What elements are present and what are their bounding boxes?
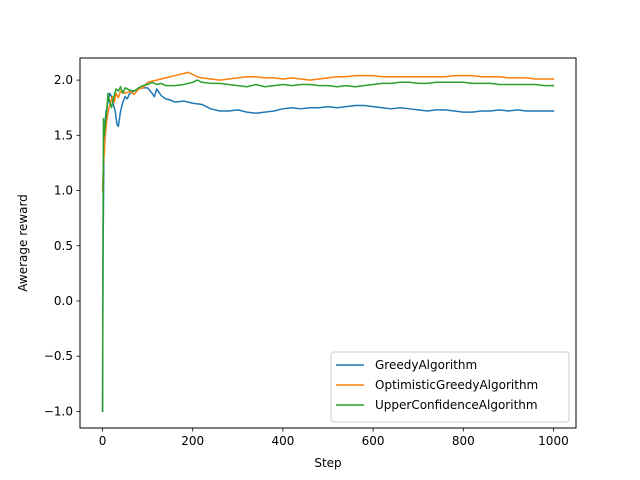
y-axis-label: Awerage reward (16, 194, 30, 292)
plot-frame (79, 57, 577, 429)
y-tick-label: 1.0 (54, 184, 73, 198)
y-axis: −1.0 −0.5 0.0 0.5 1.0 1.5 2.0 (44, 73, 80, 418)
legend-label-1: OptimisticGreedyAlgorithm (375, 378, 538, 392)
legend-label-2: UpperConfidenceAlgorithm (375, 398, 538, 412)
x-tick-label: 400 (271, 434, 294, 448)
legend-label-0: GreedyAlgorithm (375, 358, 477, 372)
y-tick-label: −0.5 (44, 349, 73, 363)
series-line-0 (101, 87, 555, 413)
y-tick-label: 1.5 (54, 128, 73, 142)
x-tick-label: 0 (99, 434, 107, 448)
series-line-2 (101, 79, 555, 413)
x-tick-label: 800 (452, 434, 475, 448)
plot-lines (101, 71, 555, 413)
y-tick-label: 0.0 (54, 294, 73, 308)
x-axis: 0 200 400 600 800 1000 (99, 428, 569, 448)
x-tick-label: 1000 (538, 434, 569, 448)
y-tick-label: 2.0 (54, 73, 73, 87)
y-tick-label: 0.5 (54, 239, 73, 253)
x-axis-label: Step (314, 456, 341, 470)
series-line-1 (101, 71, 555, 192)
x-tick-label: 200 (181, 434, 204, 448)
y-tick-label: −1.0 (44, 404, 73, 418)
legend-box (330, 351, 570, 423)
x-tick-label: 600 (362, 434, 385, 448)
legend: GreedyAlgorithm OptimisticGreedyAlgorithm… (330, 351, 570, 423)
